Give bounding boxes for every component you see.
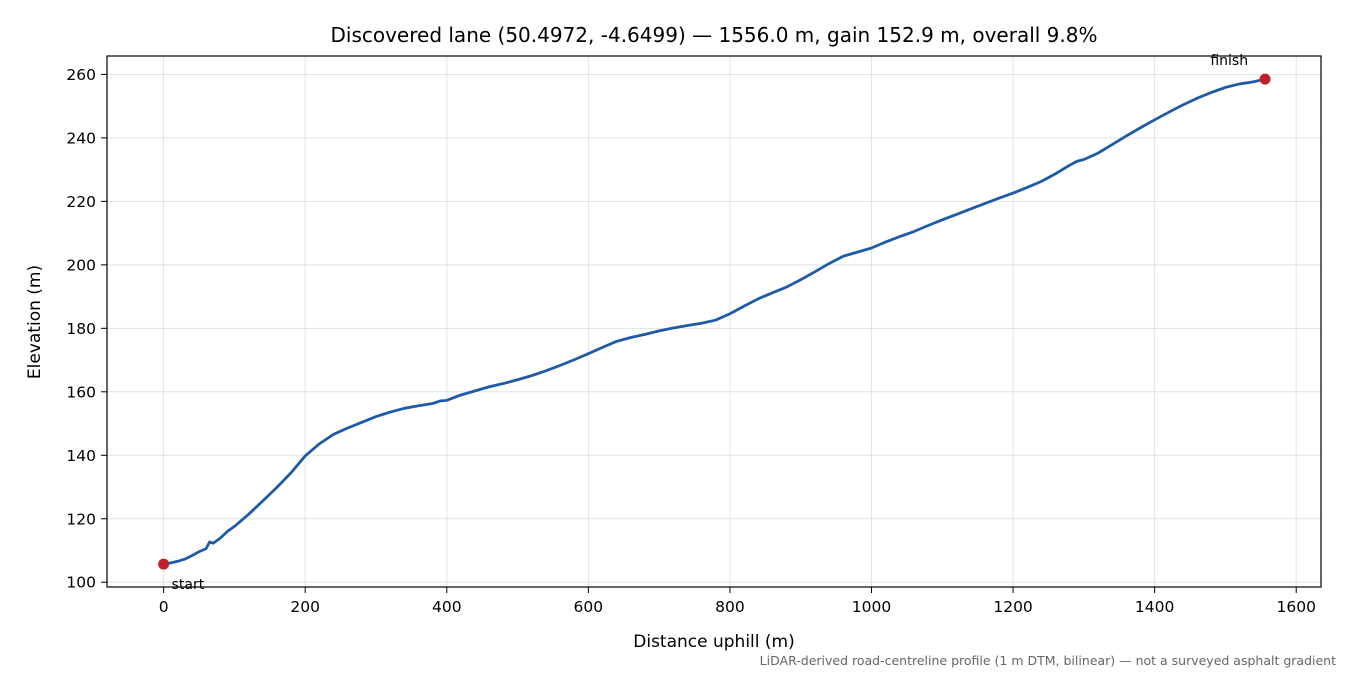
y-tick-label: 140 <box>66 447 96 465</box>
y-tick-label: 200 <box>66 256 96 274</box>
y-tick-label: 120 <box>66 510 96 528</box>
x-tick-label: 600 <box>574 598 604 616</box>
y-tick-label: 240 <box>66 129 96 147</box>
x-tick-label: 800 <box>715 598 745 616</box>
y-tick-label: 160 <box>66 383 96 401</box>
profile-line <box>162 77 1267 566</box>
x-tick-label: 400 <box>432 598 462 616</box>
start-point <box>158 558 170 570</box>
y-tick-label: 180 <box>66 320 96 338</box>
x-tick-label: 1600 <box>1276 598 1315 616</box>
x-tick-label: 1400 <box>1135 598 1174 616</box>
y-tick-label: 100 <box>66 574 96 592</box>
x-tick-label: 200 <box>290 598 320 616</box>
endpoint-markers <box>158 73 1271 570</box>
plot-frame <box>106 55 1322 588</box>
annotations: start finish <box>172 53 1248 593</box>
x-axis-label: Distance uphill (m) <box>633 632 794 652</box>
footnote: LiDAR-derived road-centreline profile (1… <box>760 653 1336 668</box>
start-label: start <box>172 577 205 593</box>
finish-point <box>1259 73 1271 85</box>
chart-title: Discovered lane (50.4972, -4.6499) — 155… <box>330 23 1097 47</box>
y-tick-label: 260 <box>66 66 96 84</box>
profile-series <box>162 77 1267 566</box>
grid-lines <box>107 56 1321 587</box>
y-axis-label: Elevation (m) <box>25 265 45 379</box>
axis-ticks: 0 200 400 600 800 1000 1200 1400 1600 100 120 140 16… <box>66 66 1316 616</box>
x-tick-label: 0 <box>159 598 169 616</box>
finish-label: finish <box>1210 53 1248 69</box>
x-tick-label: 1000 <box>852 598 891 616</box>
y-tick-label: 220 <box>66 193 96 211</box>
x-tick-label: 1200 <box>993 598 1032 616</box>
